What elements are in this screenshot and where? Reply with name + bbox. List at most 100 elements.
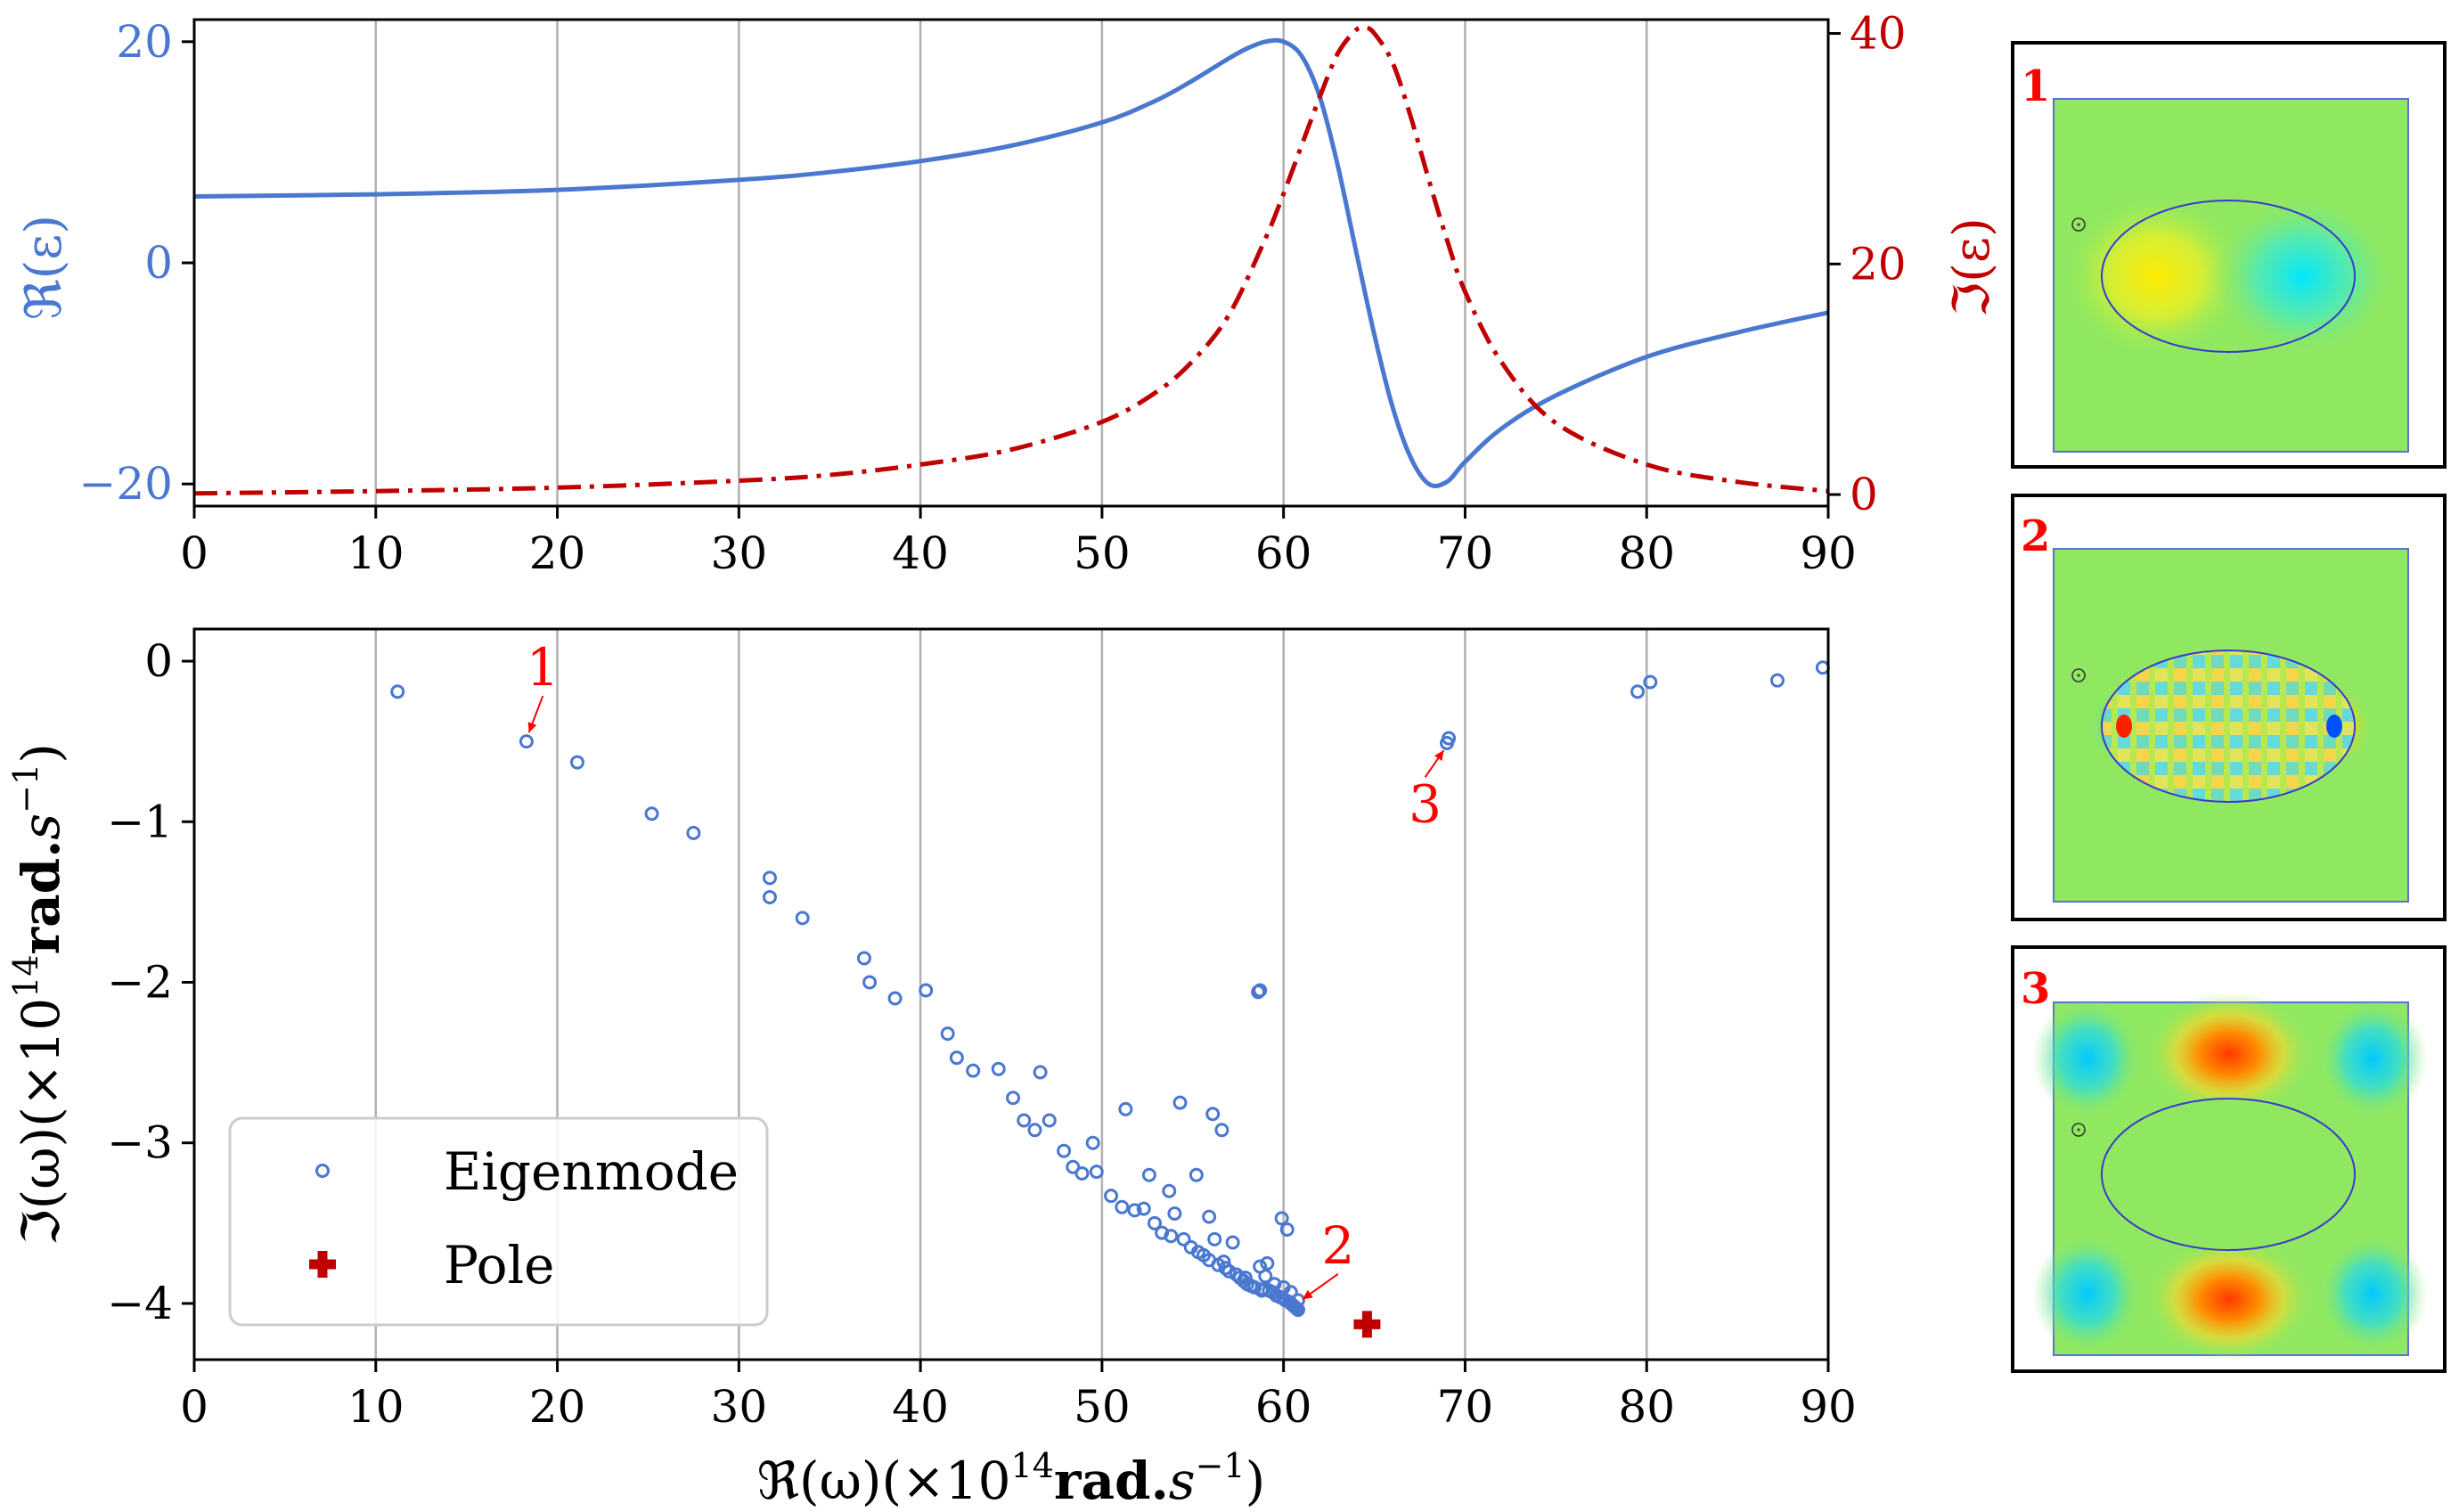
eigenmode-point: [1283, 1285, 1298, 1300]
legend-box: [228, 1116, 769, 1327]
eigenmode-points: [390, 660, 1830, 1318]
bottom-y-tick-label: −3: [107, 1117, 173, 1169]
bottom-y-tick-label: 0: [144, 635, 173, 687]
eigenmode-point: [1643, 674, 1658, 690]
eigenmode-point: [1006, 1091, 1021, 1106]
bottom-y-ticks: 0 −1 −2 −3 −4: [107, 635, 194, 1329]
eigenmode-point: [1207, 1231, 1222, 1246]
inset-1-probe-dot: [2077, 223, 2080, 226]
annotation-arrowhead: [527, 722, 537, 733]
inset-1-cyan-lobe: [2210, 194, 2397, 358]
eigenmode-point: [686, 825, 701, 840]
annotation-label: 3: [1409, 773, 1442, 834]
eigenmode-point: [762, 889, 777, 904]
eigenmode-point: [569, 755, 584, 770]
top-x-tick-label: 70: [1437, 527, 1494, 579]
eigenmode-point: [1115, 1199, 1130, 1214]
eigenmode-point: [1172, 1095, 1188, 1110]
top-right-ticks: 40 20 0: [1828, 8, 1907, 520]
inset-3-tl-cold: [2032, 998, 2143, 1119]
eigenmode-point: [1147, 1215, 1162, 1230]
top-right-tick-label: 40: [1850, 8, 1907, 60]
spectrum-panel: 1 2 3 0 10 20 30 40 50 60 70 80 90 0 −1 −2 −3 −4 ℜ(ω)(×…: [6, 627, 1857, 1511]
top-x-tick-label: 0: [180, 527, 208, 579]
eigenmode-point: [1202, 1209, 1217, 1224]
bottom-x-tick-label: 70: [1437, 1381, 1494, 1433]
inset-2-hotspot-left: [2116, 715, 2132, 738]
eigenmode-point: [856, 951, 871, 966]
inset-3-particle: [2101, 1098, 2356, 1251]
inset-2-particle-outline: [2101, 650, 2356, 803]
eigenmode-point: [1066, 1159, 1081, 1174]
eigenmode-point: [1033, 1065, 1048, 1080]
bottom-x-tick-label: 60: [1255, 1381, 1312, 1433]
eigenmode-point: [1254, 1283, 1270, 1298]
eigenmode-point: [1141, 1167, 1156, 1182]
eigenmode-point: [1104, 1189, 1119, 1204]
eigenmode-point: [1238, 1271, 1253, 1286]
eigenmode-point: [1074, 1165, 1090, 1181]
eigenmode-point: [991, 1061, 1006, 1076]
annotation-arrowhead: [1302, 1289, 1313, 1300]
eigenmode-point: [949, 1050, 964, 1066]
eigenmode-point: [1274, 1211, 1289, 1226]
inset-2-label: 2: [2021, 511, 2050, 561]
inset-3-bl-cold: [2032, 1233, 2143, 1354]
eigenmode-point: [1205, 1107, 1221, 1122]
inset-2-hotspot-right: [2326, 715, 2342, 738]
eigenmode-point: [1279, 1222, 1295, 1238]
pole-bar-v: [1361, 1311, 1372, 1338]
annotation-label: 2: [1321, 1215, 1354, 1276]
top-left-tick-label: 0: [144, 237, 173, 289]
bottom-x-ticks: 0 10 20 30 40 50 60 70 80 90: [180, 1360, 1857, 1433]
top-x-tick-label: 80: [1618, 527, 1675, 579]
inset-2-striped-mode: [2102, 650, 2355, 802]
inset-1-label: 1: [2021, 61, 2050, 111]
im-epsilon-axis-label: ℑ(ε): [1943, 217, 2001, 317]
inset-2: 2: [2011, 494, 2447, 921]
eigenmode-point: [1260, 1255, 1275, 1271]
eigenmode-point: [1815, 660, 1830, 675]
eigenmode-point: [1218, 1261, 1233, 1276]
eigenmode-point: [1057, 1143, 1072, 1158]
eigenmode-point: [390, 684, 405, 699]
eigenmode-point: [1085, 1135, 1100, 1150]
eigenmode-point: [1017, 1113, 1032, 1128]
bottom-x-tick-label: 80: [1618, 1381, 1675, 1433]
inset-1-particle-outline: [2101, 200, 2356, 353]
annotation-arrowhead: [1434, 750, 1444, 762]
eigenmode-point: [1216, 1255, 1231, 1270]
bottom-x-tick-label: 50: [1074, 1381, 1131, 1433]
top-x-tick-label: 30: [711, 527, 768, 579]
y-axis-label: ℑ(ω)(×1014rad.s−1): [6, 743, 71, 1246]
inset-1-probe: [2071, 217, 2086, 232]
bottom-y-tick-label: −4: [107, 1278, 173, 1329]
inset-3-bottom-hot: [2144, 1237, 2314, 1361]
eigenmode-point: [1290, 1303, 1305, 1318]
legend: Eigenmode Pole: [228, 1116, 769, 1327]
bottom-x-tick-label: 0: [180, 1381, 208, 1433]
pole-point: [1353, 1311, 1381, 1338]
inset-2-probe-dot: [2077, 674, 2080, 677]
eigenmode-point: [1176, 1231, 1191, 1246]
eigenmode-point: [1162, 1183, 1177, 1198]
eigenmode-point: [1225, 1235, 1240, 1250]
top-x-tick-label: 10: [347, 527, 404, 579]
eigenmode-point: [1167, 1206, 1182, 1221]
bottom-y-tick-label: −2: [107, 956, 173, 1008]
inset-3-tr-cold: [2317, 998, 2428, 1119]
eigenmode-point: [1442, 731, 1457, 746]
pole-marker: [1353, 1311, 1381, 1338]
top-left-tick-label: 20: [116, 16, 173, 68]
top-axes-frame: [192, 18, 1830, 508]
inset-3-label: 3: [2021, 964, 2050, 1014]
re-epsilon-line: [194, 37, 1828, 488]
bottom-x-tick-label: 10: [347, 1381, 404, 1433]
eigenmode-point: [1118, 1101, 1133, 1116]
bottom-y-tick-label: −1: [107, 796, 173, 847]
inset-3-probe: [2071, 1123, 2086, 1137]
legend-eigenmode-marker: [315, 1164, 330, 1178]
top-x-tick-label: 60: [1255, 527, 1312, 579]
annotation-label: 1: [527, 637, 560, 698]
